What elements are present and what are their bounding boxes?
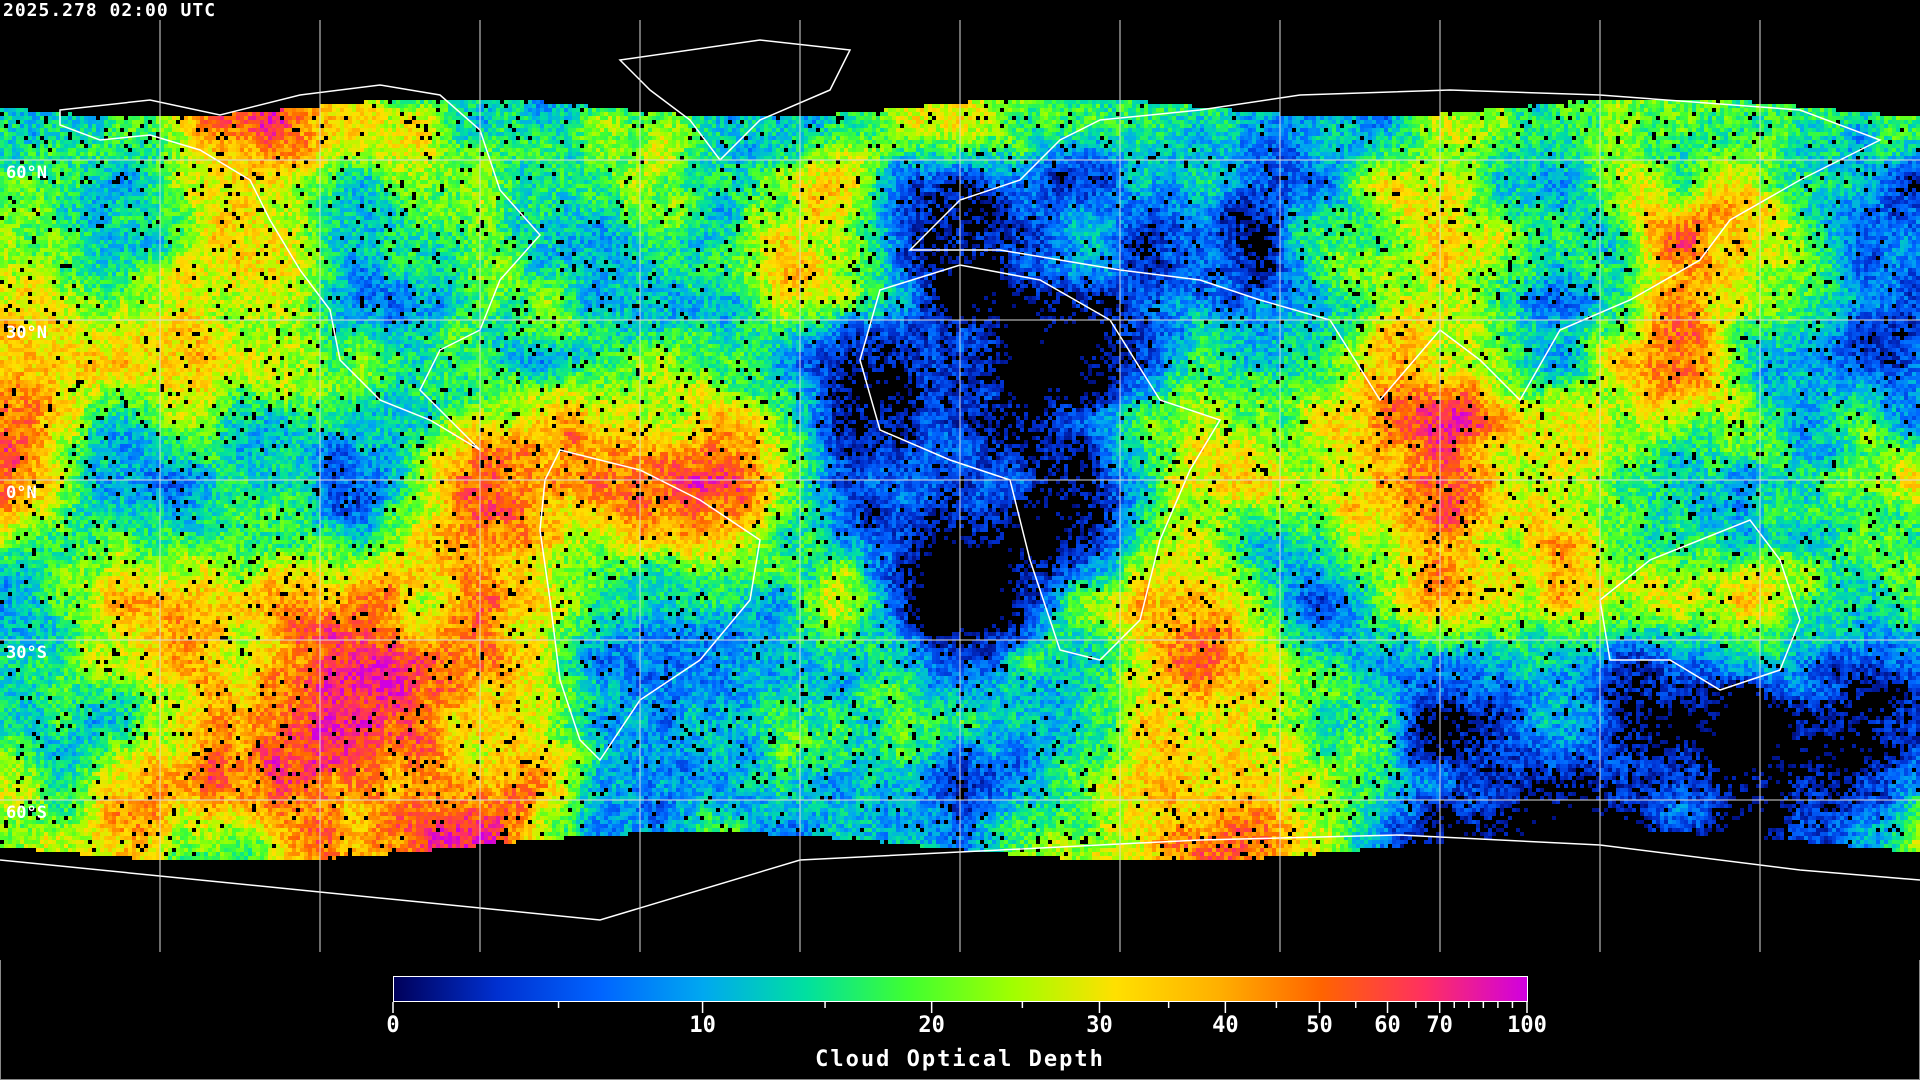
tick-label: 60 (1374, 1013, 1401, 1038)
tick-label: 70 (1426, 1013, 1453, 1038)
lat-label-30s: 30°S (6, 643, 47, 663)
coastline-australia (1599, 519, 1801, 691)
coastline-south-america (539, 449, 761, 762)
tick-label: 30 (1086, 1013, 1113, 1038)
tick-label: 0 (386, 1013, 400, 1038)
lat-label-60s: 60°S (6, 803, 47, 823)
lat-label-30n: 30°N (6, 323, 47, 343)
coastline-antarctica (0, 834, 1920, 921)
colorbar (393, 976, 1528, 1002)
map-overlay (0, 20, 1920, 952)
lat-label-60n: 60°N (6, 163, 47, 183)
tick-label: 50 (1306, 1013, 1333, 1038)
tick-label: 20 (918, 1013, 945, 1038)
coastline-eurasia (908, 89, 1882, 402)
tick-label: 40 (1212, 1013, 1239, 1038)
tick-label: 10 (689, 1013, 716, 1038)
coastline-africa (859, 264, 1222, 661)
colorbar-title: Cloud Optical Depth (815, 1047, 1105, 1072)
coastline-greenland (618, 39, 852, 162)
cloud-optical-depth-map: 2025.278 02:00 UTC 60°N 30°N 0°N 30°S 60… (0, 0, 1920, 960)
graticule (0, 20, 1920, 952)
timestamp-title: 2025.278 02:00 UTC (3, 0, 217, 21)
coastline-north-america (59, 84, 542, 451)
tick-label: 100 (1507, 1013, 1547, 1038)
lat-label-0n: 0°N (6, 483, 37, 503)
